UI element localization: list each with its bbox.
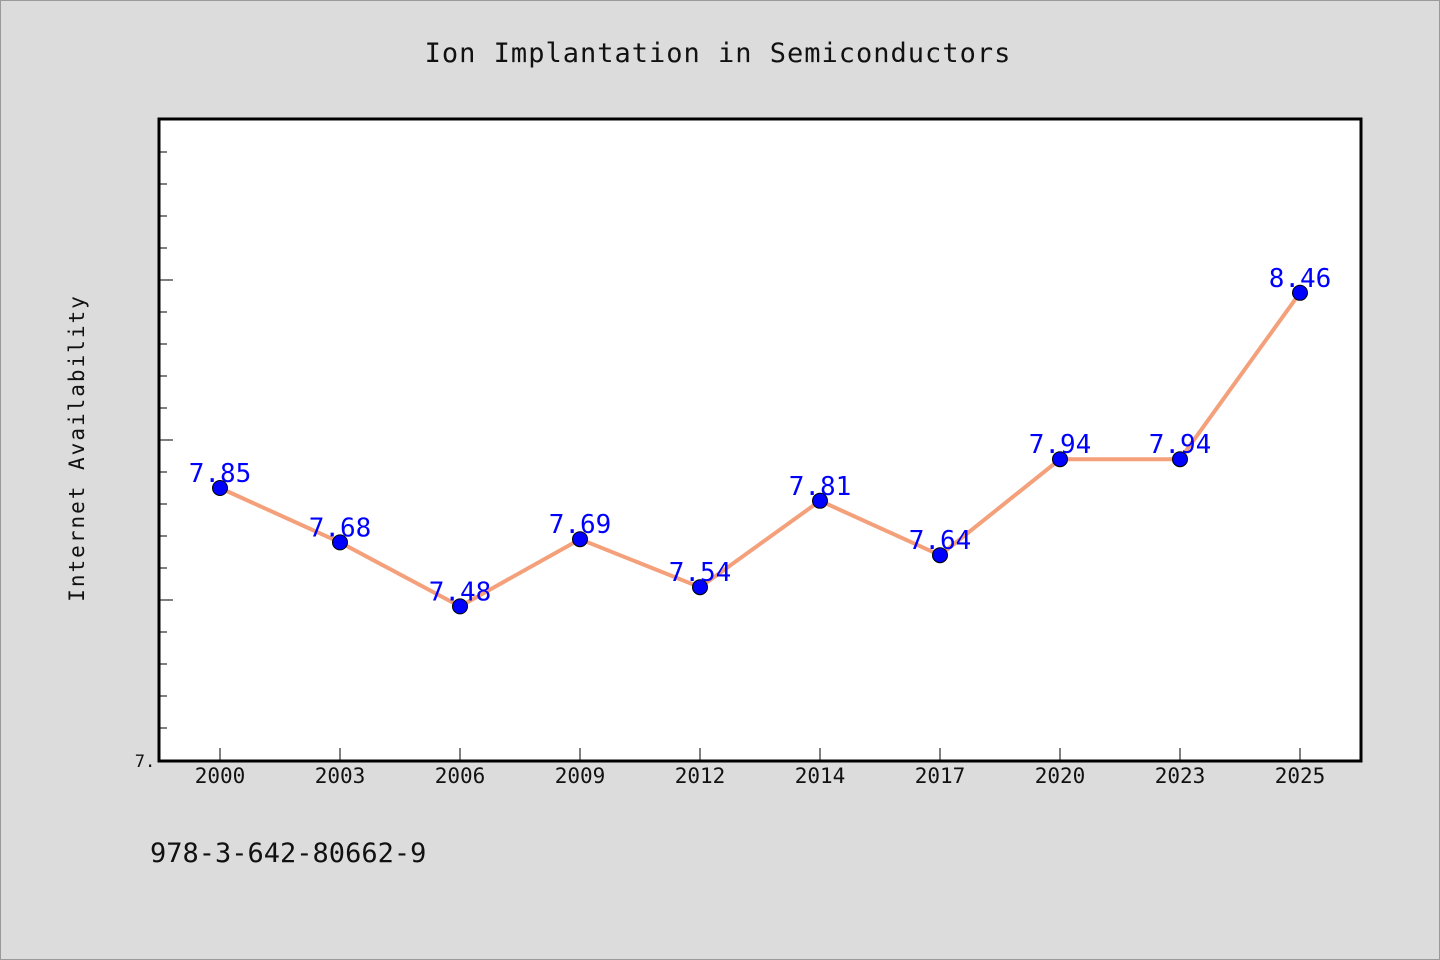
data-point	[692, 579, 708, 596]
data-label: 8.46	[1269, 264, 1332, 294]
data-label: 7.68	[309, 513, 372, 543]
series-line-group	[218, 290, 1302, 609]
data-label: 7.64	[909, 526, 972, 556]
plot-area	[157, 117, 1363, 763]
series-line	[218, 290, 1302, 609]
data-point	[212, 480, 228, 496]
data-point	[812, 492, 828, 509]
data-point	[332, 534, 348, 551]
chart-title: Ion Implantation in Semiconductors	[425, 38, 1012, 69]
data-point	[452, 598, 468, 615]
data-label: 7.94	[1149, 430, 1212, 460]
isbn-footer: 978-3-642-80662-9	[150, 838, 426, 869]
data-label: 7.85	[189, 459, 252, 489]
y-axis-ticks	[160, 151, 173, 729]
x-tick-label: 2014	[795, 764, 846, 788]
data-point	[1292, 284, 1308, 301]
x-tick-label: 2020	[1035, 764, 1086, 788]
x-tick-label: 2023	[1155, 764, 1206, 788]
data-label: 7.94	[1029, 430, 1092, 460]
data-label: 7.48	[429, 577, 492, 607]
y-axis-label: Internet Availability	[65, 294, 89, 602]
data-point	[1172, 451, 1188, 468]
y-tick-label: 7.	[135, 752, 155, 772]
x-tick-label: 2003	[315, 764, 366, 788]
x-tick-label: 2000	[195, 764, 246, 788]
data-point	[572, 531, 588, 548]
data-point	[932, 547, 948, 564]
data-points	[212, 284, 1308, 615]
data-label: 7.54	[669, 558, 732, 588]
data-point	[1052, 451, 1068, 468]
x-tick-label: 2012	[675, 764, 726, 788]
x-axis-ticks: 2000 2003 2006 2009 2012 2014 2017 2020 2023 2025	[195, 748, 1326, 788]
x-tick-label: 2006	[435, 764, 486, 788]
x-tick-label: 2017	[915, 764, 966, 788]
data-labels: 7.85 7.68 7.48 7.69 7.54 7.81 7.64 7.94 7.94 8.46	[189, 264, 1332, 608]
data-label: 7.81	[789, 472, 852, 502]
data-label: 7.69	[549, 510, 612, 540]
x-tick-label: 2009	[555, 764, 606, 788]
x-tick-label: 2025	[1275, 764, 1326, 788]
